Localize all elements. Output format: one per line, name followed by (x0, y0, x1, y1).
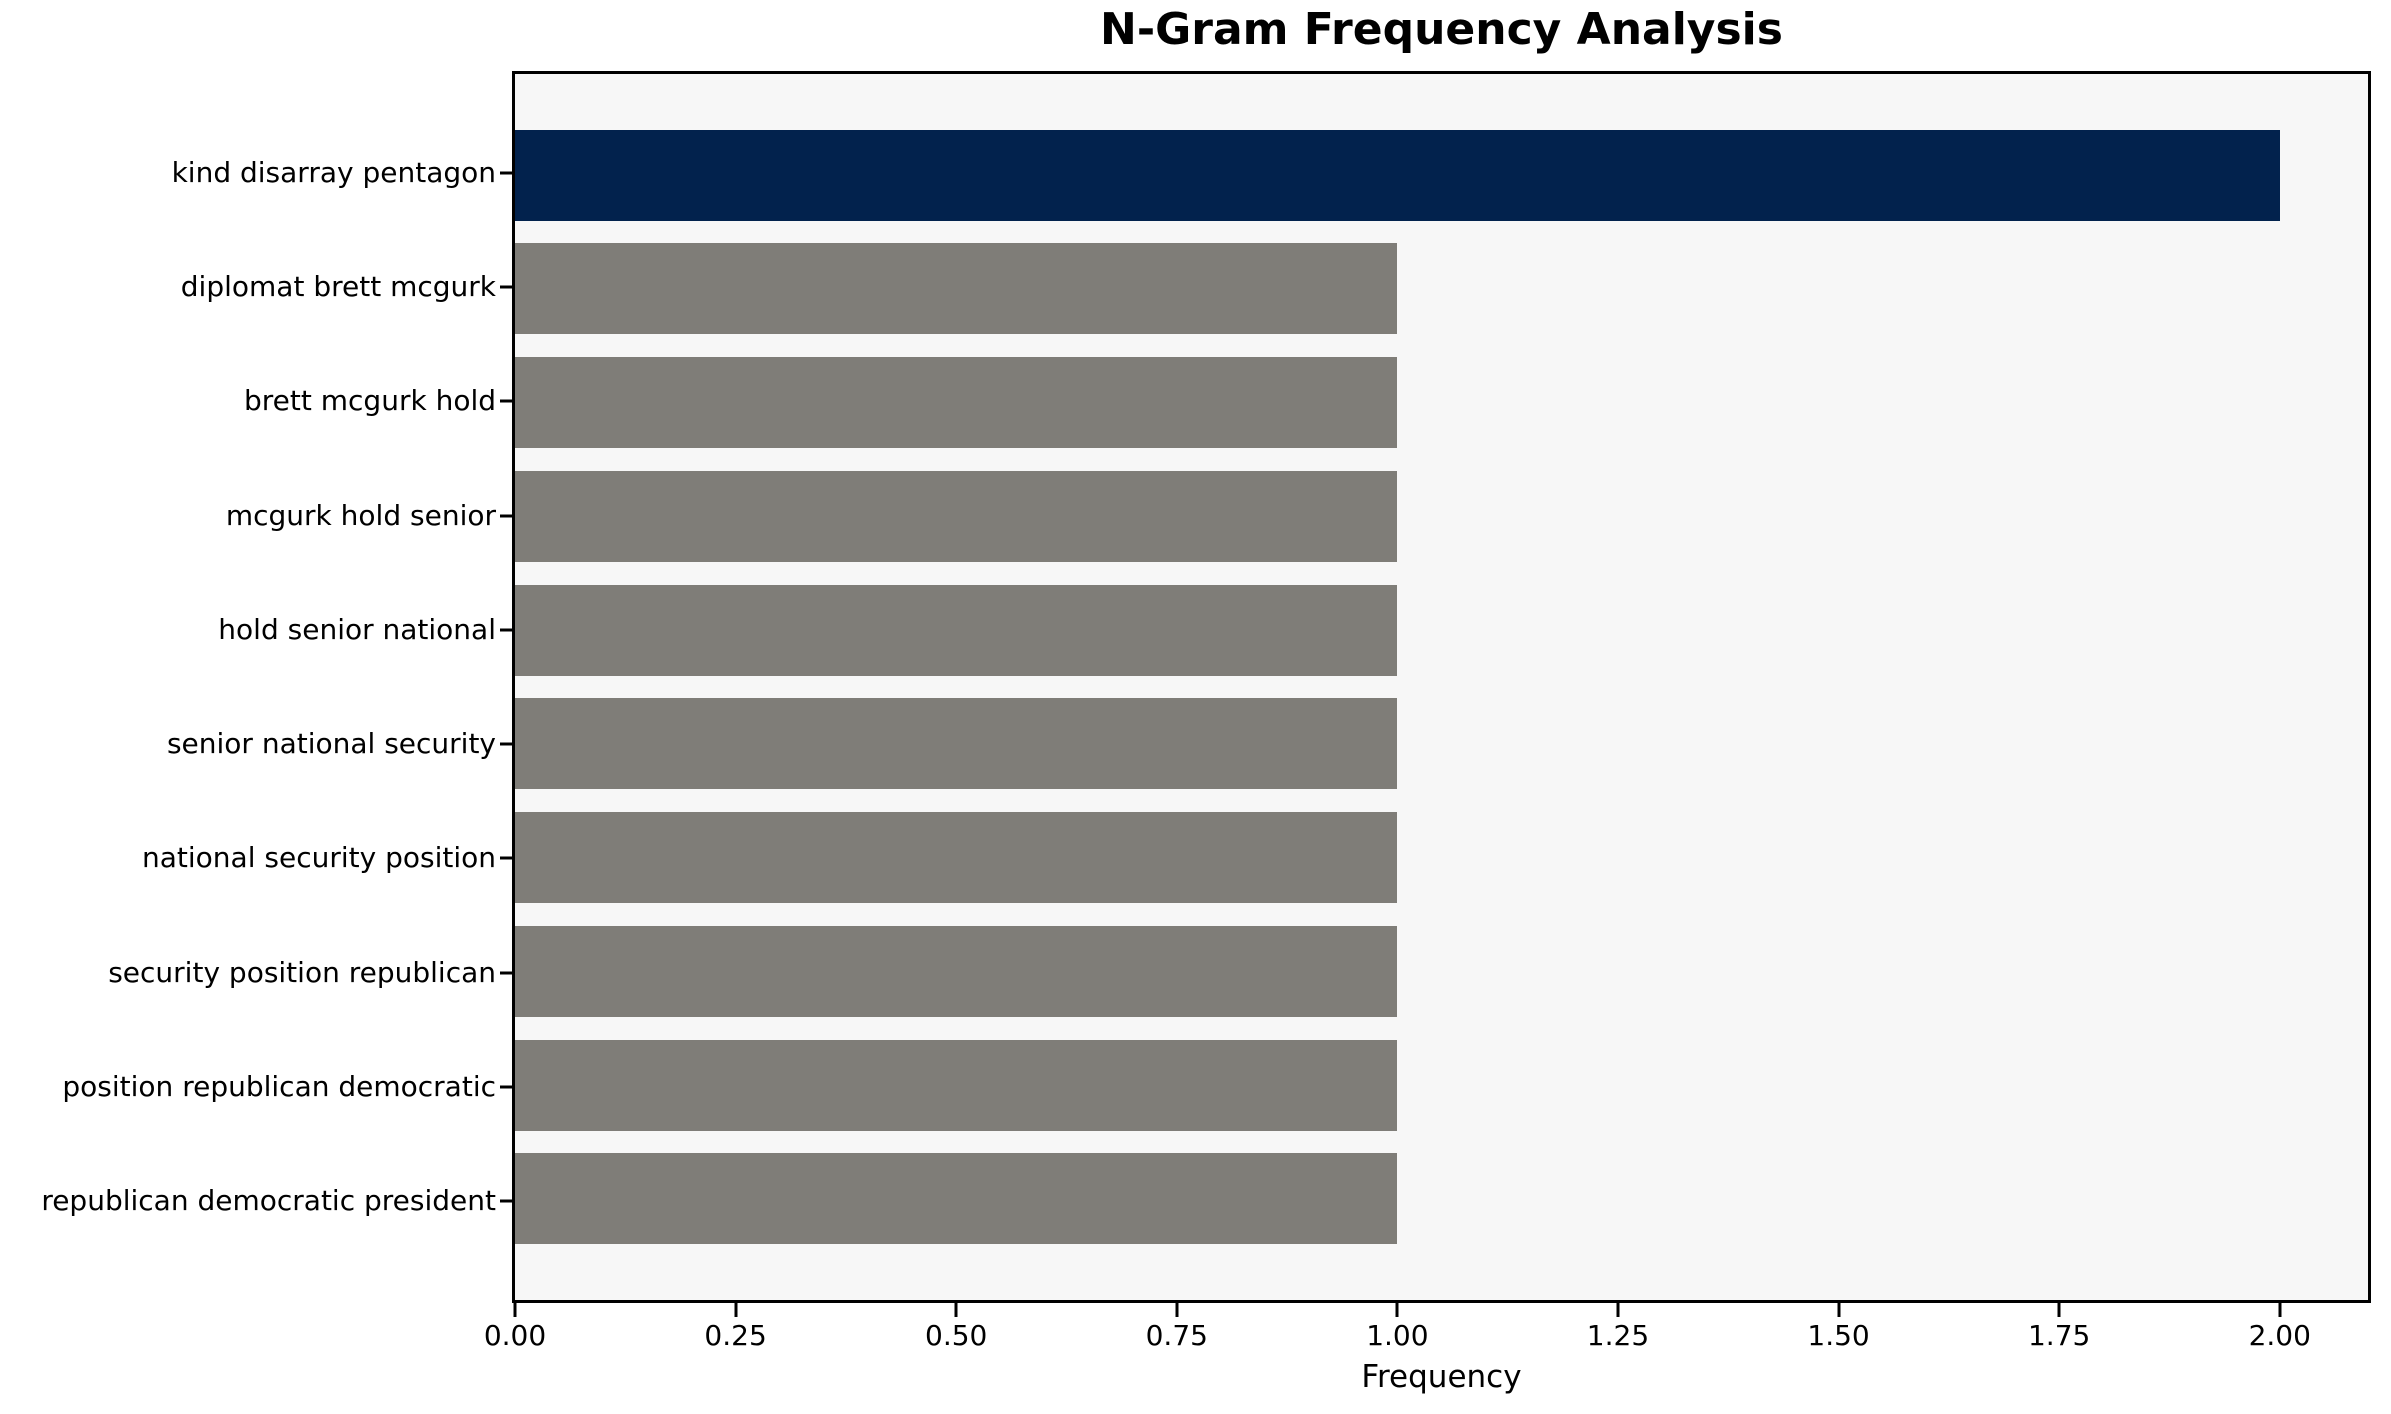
bar (515, 584, 1398, 676)
y-tick-mark (500, 856, 512, 860)
x-axis-tick-marks (513, 1303, 2368, 1317)
bar (515, 129, 2280, 221)
y-tick-label: republican democratic president (41, 1184, 496, 1218)
y-tick-label: national security position (142, 841, 496, 875)
y-tick-mark (500, 399, 512, 403)
y-tick-mark (500, 971, 512, 975)
x-tick-label: 1.75 (2027, 1319, 2091, 1352)
x-tick-mark (1616, 1303, 1620, 1317)
x-tick-mark (734, 1303, 738, 1317)
x-tick-mark (2057, 1303, 2061, 1317)
x-tick-mark (513, 1303, 517, 1317)
y-tick-label: mcgurk hold senior (225, 498, 496, 532)
y-tick-label: brett mcgurk hold (244, 384, 496, 418)
bar (515, 698, 1398, 790)
x-tick-mark (954, 1303, 958, 1317)
y-tick-mark (500, 514, 512, 518)
x-tick-label: 0.25 (704, 1319, 767, 1352)
y-tick-label: senior national security (166, 727, 496, 761)
x-tick-label: 1.50 (1807, 1319, 1870, 1352)
x-tick-label: 0.50 (925, 1319, 988, 1352)
y-tick-mark (500, 742, 512, 746)
y-tick-mark (500, 1085, 512, 1089)
x-tick-mark (2278, 1303, 2282, 1317)
x-axis-tick-labels: 0.00 0.25 0.50 0.75 1.00 1.25 1.50 1.75 2.00 (484, 1319, 2368, 1356)
bar (515, 470, 1398, 562)
x-tick-label: 0.00 (483, 1319, 547, 1352)
y-tick-label: position republican democratic (62, 1070, 496, 1103)
y-tick-label: kind disarray pentagon (171, 155, 496, 189)
x-tick-label: 0.75 (1145, 1319, 1208, 1352)
y-tick-label: diplomat brett mcgurk (180, 270, 496, 303)
x-tick-label: 1.00 (1366, 1319, 1429, 1352)
y-tick-mark (500, 285, 512, 289)
x-tick-mark (1175, 1303, 1179, 1317)
x-tick-label: 1.25 (1586, 1319, 1650, 1352)
bar (515, 357, 1398, 449)
x-tick-mark (1395, 1303, 1399, 1317)
y-tick-mark (500, 628, 512, 632)
bar (515, 1153, 1398, 1245)
chart-title: N-Gram Frequency Analysis (1100, 4, 1783, 55)
bar (515, 812, 1398, 904)
y-tick-mark (500, 1199, 512, 1203)
y-tick-label: hold senior national (218, 612, 496, 646)
y-axis-labels: kind disarray pentagon diplomat brett mcg… (0, 71, 496, 1303)
x-tick-mark (1837, 1303, 1841, 1317)
bar (515, 243, 1398, 335)
plot-area (512, 71, 2371, 1303)
bar (515, 1039, 1398, 1131)
bar (515, 925, 1398, 1017)
x-axis-label: Frequency (1361, 1359, 1522, 1395)
y-axis-tick-marks (500, 71, 512, 1303)
y-tick-label: security position republican (108, 955, 496, 989)
x-tick-label: 2.00 (2248, 1319, 2311, 1352)
y-tick-mark (500, 171, 512, 175)
